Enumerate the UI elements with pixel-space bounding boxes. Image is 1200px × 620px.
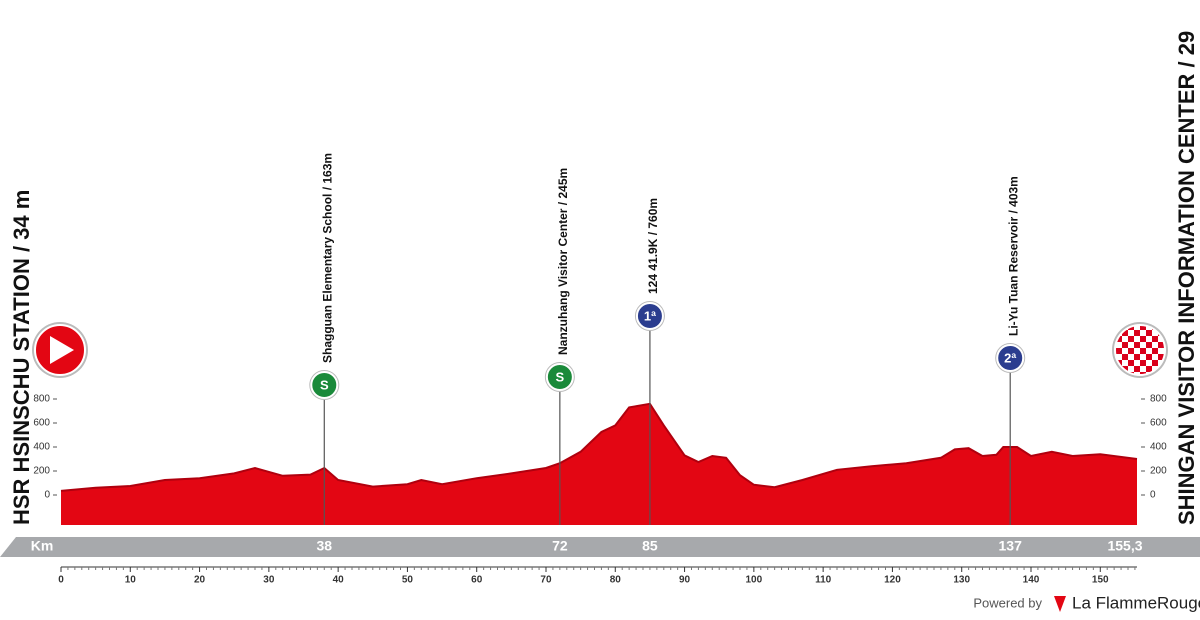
km-marker-label: 155,3 (1107, 538, 1142, 554)
finish-icon (1112, 322, 1168, 378)
point-label: 124 41.9K / 760m (646, 198, 660, 294)
y-tick-label-right: 400 (1150, 442, 1167, 453)
y-tick-label-right: 800 (1150, 394, 1167, 405)
start-label: HSR HSINSCHU STATION / 34 m (9, 190, 34, 525)
y-tick-label: 0 (44, 490, 50, 501)
powered-by: Powered by (973, 595, 1042, 610)
x-tick-label: 60 (471, 575, 483, 586)
x-tick-label: 10 (125, 575, 137, 586)
y-tick-label: 200 (33, 466, 50, 477)
x-tick-label: 130 (953, 575, 970, 586)
x-tick-label: 20 (194, 575, 206, 586)
point-label: Nanzuhang Visitor Center / 245m (556, 168, 570, 355)
x-tick-label: 150 (1092, 575, 1109, 586)
point-icon (310, 371, 339, 399)
y-tick-label: 600 (33, 418, 50, 429)
y-tick-label-right: 600 (1150, 418, 1167, 429)
point-label: Shagguan Elementary School / 163m (320, 153, 334, 363)
km-marker-label: 85 (642, 538, 658, 554)
y-tick-label-right: 0 (1150, 490, 1156, 501)
point-icon-text: 1ª (644, 308, 656, 323)
point-label: Li-Yu Tuan Reservoir / 403m (1006, 176, 1020, 336)
x-tick-label: 140 (1023, 575, 1040, 586)
x-tick-label: 120 (884, 575, 901, 586)
x-tick-label: 110 (815, 575, 832, 586)
km-unit: Km (31, 538, 54, 554)
point-icon (635, 302, 664, 330)
point-icon (545, 363, 574, 391)
x-tick-label: 70 (540, 575, 552, 586)
km-marker-label: 38 (316, 538, 332, 554)
point-icon-text: S (320, 377, 329, 392)
profile-line (60, 402, 1138, 492)
brand: La FlammeRouge (1072, 593, 1200, 612)
y-tick-label: 800 (33, 394, 50, 405)
start-icon (32, 322, 88, 378)
km-marker-label: 72 (552, 538, 568, 554)
point-icon-text: S (556, 369, 565, 384)
km-band (0, 537, 1200, 557)
x-tick-label: 40 (333, 575, 345, 586)
point-icon (996, 344, 1025, 372)
x-tick-label: 80 (610, 575, 622, 586)
finish-label: SHINGAN VISITOR INFORMATION CENTER / 29 (1174, 31, 1199, 525)
x-tick-label: 0 (58, 575, 64, 586)
x-tick-label: 100 (746, 575, 763, 586)
x-tick-label: 30 (263, 575, 275, 586)
brand-logo (1054, 596, 1066, 612)
y-tick-label-right: 200 (1150, 466, 1167, 477)
x-tick-label: 90 (679, 575, 691, 586)
km-marker-label: 137 (999, 538, 1023, 554)
x-tick-label: 50 (402, 575, 414, 586)
profile-area (61, 403, 1137, 525)
point-icon-text: 2ª (1004, 350, 1016, 365)
y-tick-label: 400 (33, 442, 50, 453)
